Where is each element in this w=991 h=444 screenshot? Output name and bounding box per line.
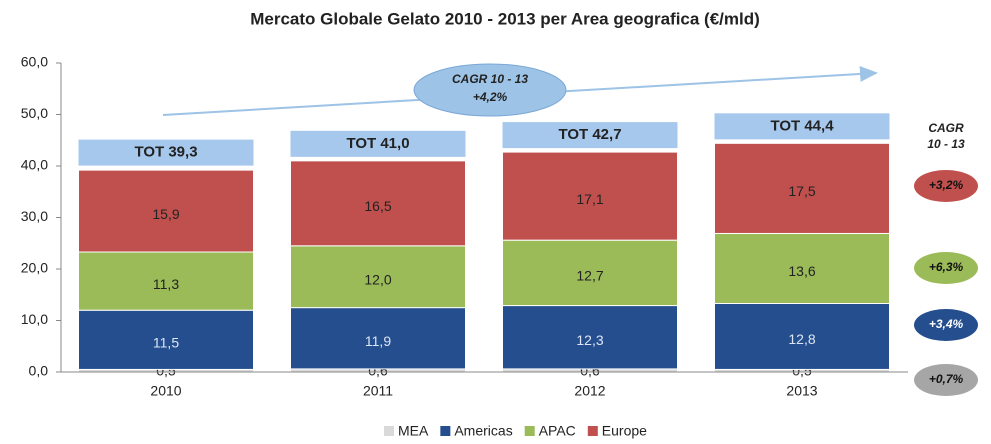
cagr-total-heading: CAGR 10 - 13: [452, 72, 528, 86]
legend-swatch: [440, 426, 451, 436]
bar-segment: [714, 232, 890, 305]
y-tick-label: 40,0: [21, 157, 48, 173]
data-label: 11,9: [365, 333, 391, 349]
bar-segment: [502, 151, 678, 241]
bar-segment: [502, 239, 678, 307]
data-label: 17,1: [576, 191, 603, 207]
y-tick-label: 10,0: [21, 311, 48, 327]
bar-segment: [290, 245, 466, 309]
cagr-label: +3,2%: [929, 178, 964, 192]
cagr-bubble: [914, 364, 978, 396]
y-tick-label: 0,0: [29, 363, 49, 379]
chart-title: Mercato Globale Gelato 2010 - 2013 per A…: [250, 9, 760, 28]
y-tick-label: 30,0: [21, 208, 48, 224]
data-label: 17,5: [788, 183, 815, 199]
data-label: 16,5: [364, 198, 391, 214]
cagr-bubble: [914, 170, 978, 202]
legend-swatch: [384, 426, 394, 436]
x-tick-label: 2013: [786, 383, 817, 399]
total-box: [78, 139, 254, 166]
x-tick-label: 2012: [574, 383, 605, 399]
cagr-label: +6,3%: [929, 260, 964, 274]
bar-segment: [714, 303, 890, 370]
legend-label: MEA: [398, 423, 429, 439]
cagr-total-bubble: [413, 63, 567, 117]
data-label: 13,6: [788, 263, 815, 279]
cagr-total-value: +4,2%: [473, 90, 508, 104]
cagr-heading: CAGR: [928, 121, 964, 135]
legend-swatch: [524, 426, 535, 436]
data-label: 12,7: [576, 268, 603, 284]
bar-segment: [290, 160, 466, 247]
total-label: TOT 42,7: [558, 126, 621, 143]
cagr-label: +0,7%: [929, 372, 964, 386]
legend-swatch: [587, 426, 598, 436]
total-box: [714, 113, 890, 140]
bar-segment: [78, 309, 254, 370]
total-label: TOT 39,3: [134, 144, 197, 161]
cagr-bubble: [914, 309, 978, 341]
data-label: 11,5: [153, 335, 179, 351]
data-label: 12,3: [576, 332, 603, 348]
legend-label: APAC: [539, 423, 576, 439]
x-tick-label: 2011: [363, 383, 393, 399]
bar-segment: [78, 169, 254, 253]
total-label: TOT 44,4: [770, 117, 834, 134]
bar-segment: [502, 305, 678, 370]
y-tick-label: 60,0: [21, 54, 48, 70]
x-tick-label: 2010: [150, 383, 181, 399]
cagr-bubble: [914, 252, 978, 284]
legend-label: Americas: [454, 423, 512, 439]
bar-segment: [714, 142, 890, 234]
legend-label: Europe: [602, 423, 647, 439]
y-tick-label: 20,0: [21, 260, 48, 276]
total-box: [290, 130, 466, 157]
data-label: 12,8: [788, 331, 815, 347]
bar-segment: [290, 307, 466, 370]
y-tick-label: 50,0: [21, 105, 48, 121]
cagr-label: +3,4%: [929, 317, 964, 331]
data-label: 15,9: [152, 206, 179, 222]
total-label: TOT 41,0: [346, 135, 409, 152]
data-label: 11,3: [153, 276, 179, 292]
cagr-heading: 10 - 13: [927, 137, 965, 151]
total-box: [502, 122, 678, 149]
data-label: 12,0: [364, 271, 391, 287]
bar-segment: [78, 251, 254, 311]
